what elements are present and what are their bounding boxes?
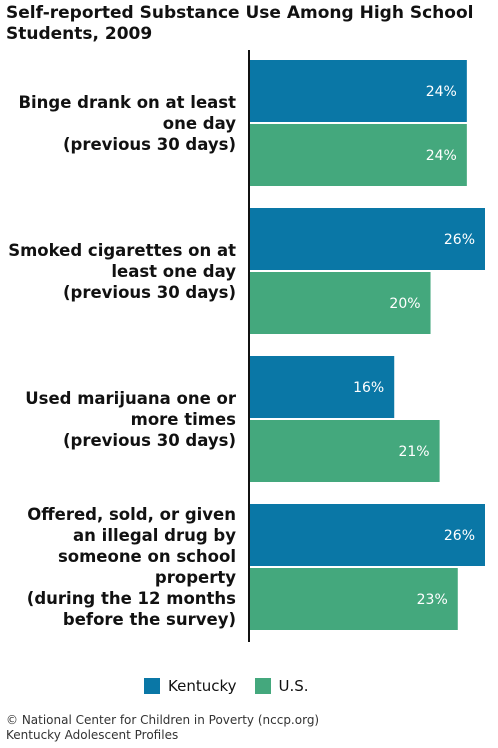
category-label-line: Offered, sold, or given — [27, 505, 236, 524]
category-label-line: Used marijuana one or — [25, 388, 236, 408]
data-label-us-4: 23% — [417, 592, 448, 608]
bar-kentucky-4 — [249, 504, 485, 566]
category-label-line: Smoked cigarettes on at — [8, 240, 236, 260]
category-label-4: Offered, sold, or given an illegal drug b… — [27, 504, 236, 630]
category-label-line: (previous 30 days) — [62, 134, 236, 154]
category-label-line: (during the 12 months — [26, 589, 236, 608]
category-label-2: Smoked cigarettes on at least one day (pre… — [8, 240, 236, 303]
legend-item-kentucky: Kentucky — [144, 677, 237, 695]
data-label-kentucky-1: 24% — [426, 84, 457, 100]
footer: © National Center for Children in Povert… — [6, 713, 319, 743]
data-label-us-1: 24% — [426, 148, 457, 164]
category-label-line: an illegal drug by — [73, 526, 236, 545]
bar-chart: 24% 24% 26% 20% 16% 21% 26% 23% — [248, 50, 485, 642]
bar-us-1 — [249, 124, 467, 186]
category-label-3: Used marijuana one or more times (previous… — [25, 388, 236, 451]
bar-us-4 — [249, 568, 458, 630]
category-label-line: (previous 30 days) — [62, 430, 236, 450]
category-label-line: least one day — [111, 261, 236, 281]
bar-us-2 — [249, 272, 431, 334]
category-label-line: Binge drank on at least — [18, 92, 236, 112]
legend-label-us: U.S. — [278, 677, 309, 695]
category-label-line: someone on school — [57, 547, 236, 566]
legend-item-us: U.S. — [254, 677, 309, 695]
legend-swatch-kentucky — [144, 678, 160, 694]
category-label-line: (previous 30 days) — [62, 282, 236, 302]
bar-kentucky-1 — [249, 60, 467, 122]
category-label-line: one day — [162, 113, 236, 133]
source-text: Kentucky Adolescent Profiles — [6, 728, 179, 742]
data-label-kentucky-2: 26% — [444, 232, 475, 248]
data-label-us-2: 20% — [389, 296, 420, 312]
legend: Kentucky U.S. — [144, 677, 327, 695]
bar-kentucky-3 — [249, 356, 395, 418]
copyright-text: © National Center for Children in Povert… — [6, 713, 320, 727]
category-label-line: more times — [130, 409, 236, 429]
bar-us-3 — [249, 420, 440, 482]
data-label-kentucky-4: 26% — [444, 528, 475, 544]
category-label-line: property — [154, 568, 236, 587]
data-label-kentucky-3: 16% — [353, 380, 384, 396]
bar-kentucky-2 — [249, 208, 485, 270]
category-label-line: before the survey) — [62, 610, 236, 629]
legend-label-kentucky: Kentucky — [168, 677, 237, 695]
category-label-1: Binge drank on at least one day (previous … — [18, 92, 236, 155]
legend-swatch-us — [254, 678, 271, 694]
data-label-us-3: 21% — [398, 444, 429, 460]
chart-title: Self-reported Substance Use Among High S… — [6, 3, 474, 44]
